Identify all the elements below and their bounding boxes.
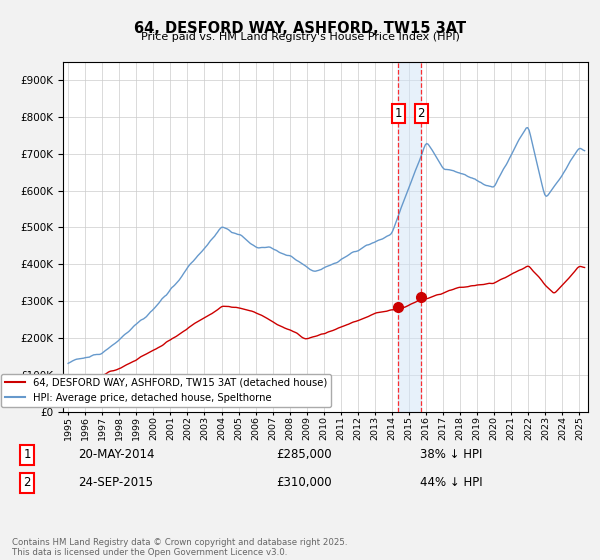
Text: 24-SEP-2015: 24-SEP-2015 [78,476,153,489]
Text: 64, DESFORD WAY, ASHFORD, TW15 3AT: 64, DESFORD WAY, ASHFORD, TW15 3AT [134,21,466,36]
Text: 2: 2 [23,476,31,489]
Text: £310,000: £310,000 [276,476,332,489]
Text: £285,000: £285,000 [276,448,332,461]
Text: 1: 1 [395,106,402,120]
Legend: 64, DESFORD WAY, ASHFORD, TW15 3AT (detached house), HPI: Average price, detache: 64, DESFORD WAY, ASHFORD, TW15 3AT (deta… [1,374,331,407]
Text: 20-MAY-2014: 20-MAY-2014 [78,448,155,461]
Text: 38% ↓ HPI: 38% ↓ HPI [420,448,482,461]
Text: Contains HM Land Registry data © Crown copyright and database right 2025.
This d: Contains HM Land Registry data © Crown c… [12,538,347,557]
Bar [398,62,421,412]
Text: 44% ↓ HPI: 44% ↓ HPI [420,476,482,489]
Text: Price paid vs. HM Land Registry's House Price Index (HPI): Price paid vs. HM Land Registry's House … [140,32,460,43]
Text: 1: 1 [23,448,31,461]
Text: 2: 2 [418,106,425,120]
